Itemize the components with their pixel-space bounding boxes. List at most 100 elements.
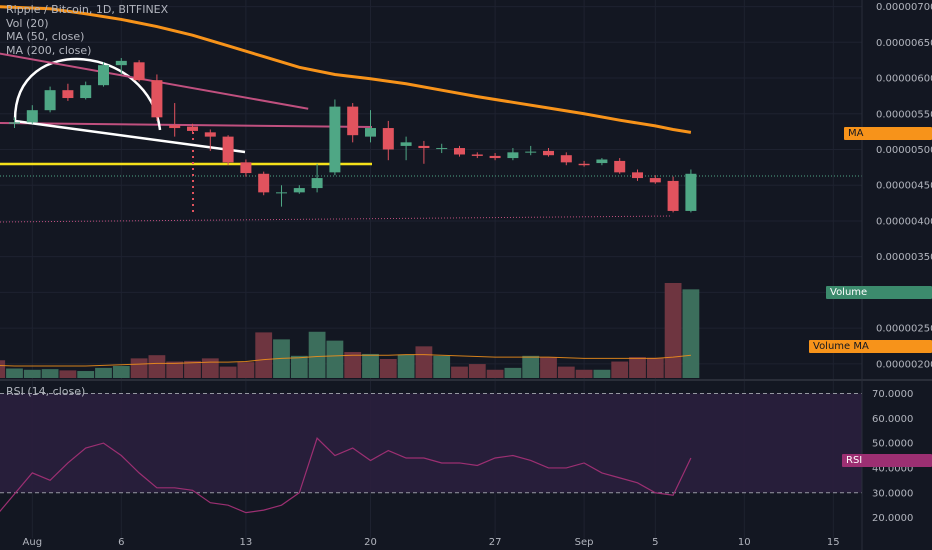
candle-body [471, 154, 483, 156]
ma-price-tag: MA [844, 127, 932, 140]
candle-body [525, 151, 537, 153]
volume-bar [41, 369, 59, 378]
candle-body [632, 172, 643, 179]
volume-bar [290, 355, 308, 378]
candle-body [382, 128, 394, 150]
candle-body [311, 178, 323, 189]
price-axis-tick: 0.0000020000 [876, 359, 932, 370]
volume-bar [433, 355, 451, 378]
volume-bar [166, 361, 184, 378]
candle-body [365, 128, 376, 137]
candle-body [418, 145, 430, 149]
candle-body [258, 173, 270, 193]
volume-bar [255, 332, 273, 378]
ma50-indicator-label[interactable]: MA (50, close) [6, 30, 85, 43]
candle-body [649, 178, 661, 183]
candle-body [9, 122, 20, 124]
rsi-price-tag: RSI [842, 454, 932, 467]
volume-bar [397, 354, 415, 378]
candle-body [329, 106, 341, 173]
volume-bar [522, 355, 540, 378]
candle-body [169, 125, 181, 129]
price-axis-tick: 0.0000060000 [876, 74, 932, 85]
candle-body [151, 80, 163, 118]
volume-bar [504, 367, 522, 378]
volume-bar [344, 352, 362, 378]
volume-bar [6, 368, 23, 378]
volume-bar [23, 369, 41, 378]
volume-bar [468, 364, 486, 378]
volume-bar [148, 355, 166, 378]
volume-bar [611, 361, 629, 378]
price-axis-tick: 0.0000025000 [876, 324, 932, 335]
candle-body [204, 132, 216, 137]
volume-bar [486, 369, 504, 378]
rsi-axis-tick: 50.0000 [872, 439, 913, 450]
volume-bar [112, 365, 130, 378]
volume-bar [379, 359, 397, 378]
chart-legend: Ripple / Bitcoin, 1D, BITFINEX Vol (20) … [6, 3, 168, 57]
rsi-axis-tick: 20.0000 [872, 513, 913, 524]
price-axis-tick: 0.0000040000 [876, 216, 932, 227]
volume-bar [201, 358, 219, 378]
volume-bar [362, 353, 379, 378]
volume-bar [59, 370, 77, 378]
cup-pattern-arc [13, 57, 162, 131]
rsi-axis-tick: 70.0000 [872, 389, 913, 400]
volume-bar [237, 362, 255, 378]
time-axis-tick: 20 [364, 537, 377, 548]
candle-body [596, 159, 608, 164]
time-axis-tick: 13 [240, 537, 253, 548]
vol-indicator-label[interactable]: Vol (20) [6, 16, 49, 30]
time-axis-tick: 15 [827, 537, 840, 548]
volume-bar [326, 340, 344, 378]
volume-bar [0, 360, 6, 378]
price-axis-tick: 0.0000065000 [876, 38, 932, 49]
volume-bar [415, 346, 433, 378]
volume-bar [451, 366, 468, 378]
symbol-title[interactable]: Ripple / Bitcoin, 1D, BITFINEX [6, 3, 169, 16]
price-axis-tick: 0.0000035000 [876, 252, 932, 263]
time-axis-tick: 27 [489, 537, 502, 548]
rsi-indicator-label[interactable]: RSI (14, close) [6, 385, 86, 398]
candle-body [293, 188, 305, 193]
candle-body [507, 152, 519, 159]
rsi-axis-tick: 40.0000 [872, 463, 913, 474]
price-axis-tick: 0.0000050000 [876, 145, 932, 156]
candle-body [62, 90, 74, 99]
price-axis-tick: 0.0000045000 [876, 181, 932, 192]
ma200-line [0, 5, 692, 134]
candle-body [560, 155, 572, 163]
volume-bar [95, 367, 112, 378]
candle-body [489, 155, 501, 159]
candle-body [614, 160, 626, 173]
candle-body [222, 136, 234, 163]
candle-body [187, 126, 198, 131]
ma200-indicator-label[interactable]: MA (200, close) [6, 43, 92, 57]
volume-ma-price-tag: Volume MA [809, 340, 932, 353]
rsi-band [0, 393, 862, 493]
volume-bar [593, 369, 611, 378]
volume-bar [540, 357, 557, 378]
cup-pattern-baseline [14, 119, 246, 154]
pink-horizontal-line [0, 122, 373, 128]
candle-body [400, 142, 412, 146]
candle-body [436, 148, 448, 150]
volume-bar [130, 358, 148, 378]
rsi-axis-tick: 60.0000 [872, 414, 913, 425]
volume-bar [575, 369, 593, 378]
volume-bar [646, 357, 664, 378]
candle-body [667, 180, 679, 211]
candle-body [578, 163, 590, 166]
candle-body [454, 148, 465, 155]
time-axis-tick: 10 [738, 537, 751, 548]
rsi-line [0, 437, 692, 514]
volume-price-tag: Volume [826, 286, 932, 299]
rsi-axis-tick: 30.0000 [872, 488, 913, 499]
volume-bar [308, 331, 326, 378]
candle-body [543, 150, 554, 156]
candle-body [80, 85, 92, 99]
volume-bar [557, 366, 575, 378]
volume-bar [77, 371, 95, 378]
